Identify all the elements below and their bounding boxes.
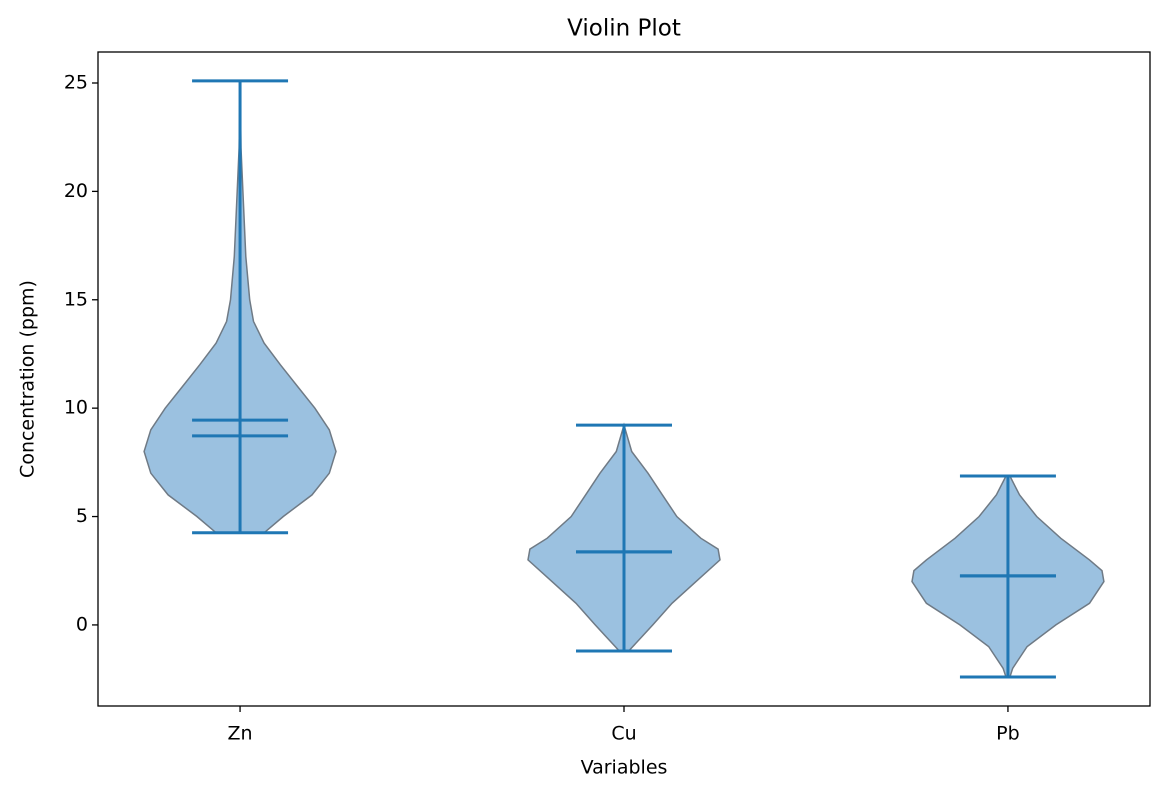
y-tick-label: 10 [64, 397, 88, 419]
plot-frame [97, 51, 1151, 707]
chart-title: Violin Plot [567, 16, 681, 42]
y-tick-label: 5 [76, 505, 88, 527]
x-axis-label: Variables [581, 757, 668, 779]
y-axis-label: Concentration (ppm) [17, 280, 39, 478]
x-tick-label: Cu [611, 723, 636, 745]
y-tick-label: 25 [64, 71, 88, 93]
y-tick-label: 15 [64, 288, 88, 310]
x-tick-label: Zn [228, 723, 253, 745]
y-tick-label: 0 [76, 613, 88, 635]
y-tick-label: 20 [64, 180, 88, 202]
x-tick-label: Pb [996, 723, 1020, 745]
